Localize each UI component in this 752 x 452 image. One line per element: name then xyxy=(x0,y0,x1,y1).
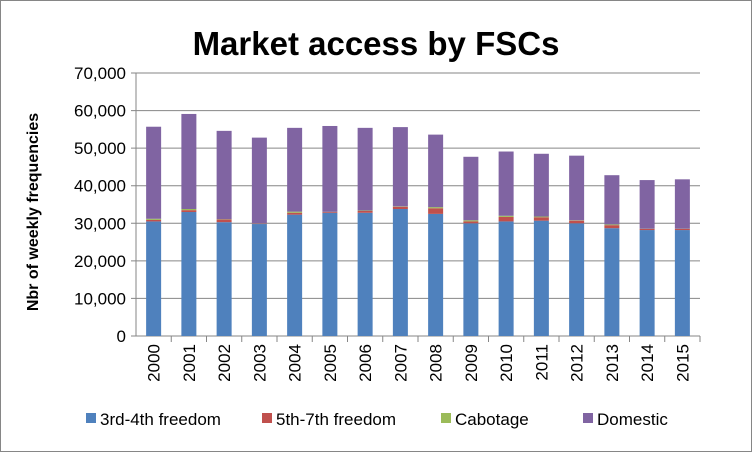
legend-swatch xyxy=(441,413,451,423)
x-tick-label: 2004 xyxy=(286,344,305,382)
bar-segment xyxy=(357,127,373,211)
legend-label: 5th-7th freedom xyxy=(276,410,396,429)
y-tick-label: 40,000 xyxy=(74,177,126,196)
bar-segment xyxy=(498,151,514,216)
x-tick-label: 2002 xyxy=(215,344,234,382)
bar-segment xyxy=(428,213,444,336)
x-tick-label: 2014 xyxy=(638,344,657,382)
bar-segment xyxy=(146,219,162,222)
x-tick-label: 2003 xyxy=(250,344,269,382)
x-tick-label: 2011 xyxy=(532,344,551,381)
bar-segment xyxy=(674,230,690,336)
x-tick-label: 2009 xyxy=(462,344,481,382)
bar-segment xyxy=(392,127,408,207)
bar-segment xyxy=(639,230,655,336)
bar-segment xyxy=(604,225,620,229)
y-tick-label: 60,000 xyxy=(74,102,126,121)
bar-segment xyxy=(216,222,232,336)
y-tick-label: 10,000 xyxy=(74,289,126,308)
legend-label: 3rd-4th freedom xyxy=(100,410,221,429)
x-tick-label: 2012 xyxy=(568,344,587,382)
bar-segment xyxy=(604,228,620,336)
bar-segment xyxy=(287,214,303,336)
bar-segment xyxy=(428,207,444,209)
legend-label: Domestic xyxy=(597,410,668,429)
bar-segment xyxy=(604,224,620,226)
y-tick-label: 20,000 xyxy=(74,252,126,271)
bar-segment xyxy=(428,134,444,208)
bar-segment xyxy=(463,156,479,221)
x-tick-label: 2006 xyxy=(356,344,375,382)
bar-segment xyxy=(498,216,514,222)
bar-segment xyxy=(357,210,373,213)
bar-segment xyxy=(569,223,585,336)
bar-segment xyxy=(533,220,549,336)
bar-segment xyxy=(181,113,197,210)
y-axis-label: Nbr of weekly frequencies xyxy=(25,113,42,311)
x-tick-label: 2013 xyxy=(603,344,622,382)
chart-title: Market access by FSCs xyxy=(193,25,560,62)
bar-segment xyxy=(674,228,690,231)
bar-segment xyxy=(287,212,303,215)
bar-segment xyxy=(533,153,549,217)
x-tick-label: 2008 xyxy=(427,344,446,382)
bar-segment xyxy=(569,155,585,221)
bar-segment xyxy=(251,137,267,224)
x-tick-label: 2010 xyxy=(497,344,516,382)
bar-segment xyxy=(216,219,232,223)
bar-segment xyxy=(674,179,690,229)
bar-segment xyxy=(463,221,479,224)
bar-segment xyxy=(463,220,479,222)
bar-segment xyxy=(498,221,514,336)
x-tick-label: 2000 xyxy=(145,344,164,382)
legend-swatch xyxy=(262,413,272,423)
bar-segment xyxy=(463,223,479,336)
legend-swatch xyxy=(86,413,96,423)
y-tick-label: 50,000 xyxy=(74,139,126,158)
bar-segment xyxy=(604,175,620,225)
x-tick-label: 2005 xyxy=(321,344,340,382)
bar-segment xyxy=(181,209,197,211)
x-tick-label: 2007 xyxy=(391,344,410,382)
bar-segment xyxy=(392,206,408,210)
bar-segment xyxy=(322,125,338,212)
bar-segment xyxy=(533,216,549,218)
bar-segment xyxy=(392,209,408,336)
bar-segment xyxy=(533,217,549,221)
bar-segment xyxy=(639,228,655,231)
y-tick-label: 70,000 xyxy=(74,64,126,83)
bar-segment xyxy=(357,212,373,336)
bar-segment xyxy=(251,224,267,336)
y-tick-label: 30,000 xyxy=(74,214,126,233)
bar-segment xyxy=(181,210,197,213)
bar-segment xyxy=(498,215,514,217)
bar-segment xyxy=(569,220,585,224)
bar-segment xyxy=(287,127,303,212)
bar-segment xyxy=(146,218,162,220)
y-tick-label: 0 xyxy=(117,327,126,346)
bar-segment xyxy=(639,180,655,229)
bar-segment xyxy=(181,212,197,336)
x-tick-label: 2001 xyxy=(180,344,199,382)
bar-segment xyxy=(146,221,162,336)
legend-label: Cabotage xyxy=(455,410,529,429)
bar-segment xyxy=(146,126,162,219)
bar-segment xyxy=(287,211,303,213)
bar-segment xyxy=(216,130,232,220)
bar-segment xyxy=(322,212,338,213)
x-tick-label: 2015 xyxy=(673,344,692,382)
bar-segment xyxy=(428,208,444,214)
bar-segment xyxy=(322,212,338,336)
legend-swatch xyxy=(583,413,593,423)
